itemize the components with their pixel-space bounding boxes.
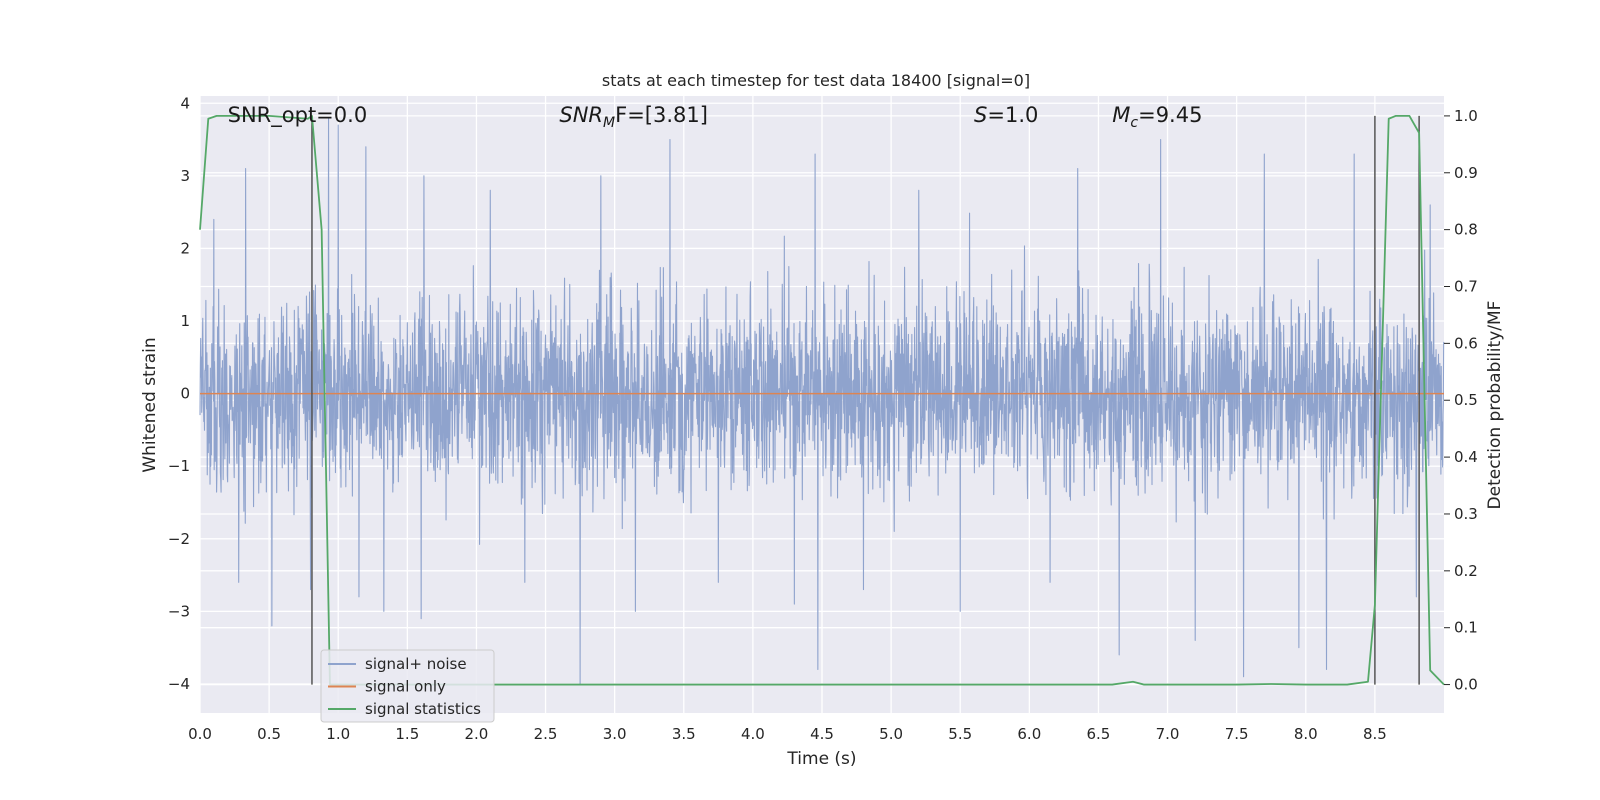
legend-label-2: signal statistics [365, 700, 481, 718]
legend: signal+ noise signal only signal statistic… [320, 649, 495, 723]
y-tick-label-8: −4 [168, 675, 190, 693]
x-axis-label: Time (s) [786, 749, 856, 769]
y2-tick-labels: 1.0 0.9 0.8 0.7 0.6 0.5 0.4 0.3 0.2 0.1 0.0 [1444, 107, 1478, 694]
x-tick-label-13: 6.5 [1087, 725, 1111, 743]
y-tick-label-7: −3 [168, 602, 190, 620]
y2-tick-label-0: 1.0 [1454, 107, 1478, 125]
x-tick-label-4: 2.0 [465, 725, 489, 743]
y-tick-label-3: 1 [180, 312, 190, 330]
y2-axis-label: Detection probability/MF [1485, 301, 1505, 510]
series-signal-statistics [199, 115, 1445, 686]
y2-tick-label-3: 0.7 [1454, 278, 1478, 296]
y-tick-label-4: 0 [180, 385, 190, 403]
y2-tick-label-6: 0.4 [1454, 448, 1478, 466]
legend-label-1: signal only [365, 678, 446, 696]
annotation-1: SNRMF=[3.81] [559, 103, 708, 131]
chart-title: stats at each timestep for test data 184… [602, 71, 1030, 90]
y2-tick-label-8: 0.2 [1454, 562, 1478, 580]
y-axis-label: Whitened strain [140, 337, 160, 472]
x-tick-label-3: 1.5 [395, 725, 419, 743]
x-tick-label-12: 6.0 [1017, 725, 1041, 743]
x-tick-label-16: 8.0 [1294, 725, 1318, 743]
x-tick-label-6: 3.0 [603, 725, 627, 743]
annotation-3: Mc=9.45 [1112, 103, 1202, 131]
y2-tick-label-4: 0.6 [1454, 334, 1478, 352]
annotations: SNR_opt=0.0 SNRMF=[3.81] S=1.0 Mc=9.45 [228, 103, 1203, 131]
annotation-0: SNR_opt=0.0 [228, 103, 368, 128]
x-tick-label-9: 4.5 [810, 725, 834, 743]
x-tick-labels: 0.0 0.5 1.0 1.5 2.0 2.5 3.0 3.5 4.0 4.5 5.0 5.5 6.0 6… [188, 725, 1387, 743]
y-tick-label-0: 4 [180, 94, 190, 112]
y2-tick-label-7: 0.3 [1454, 505, 1478, 523]
legend-box [320, 649, 495, 723]
x-tick-label-17: 8.5 [1363, 725, 1387, 743]
x-tick-label-15: 7.5 [1225, 725, 1249, 743]
y2-tick-label-5: 0.5 [1454, 391, 1478, 409]
statistics-line [199, 115, 1445, 686]
y2-tick-label-9: 0.1 [1454, 619, 1478, 637]
y2-tick-label-10: 0.0 [1454, 676, 1478, 694]
y-tick-label-5: −1 [168, 457, 190, 475]
annotation-2: S=1.0 [974, 103, 1038, 127]
y-tick-label-1: 3 [180, 167, 190, 185]
y-tick-label-6: −2 [168, 530, 190, 548]
x-tick-label-8: 4.0 [741, 725, 765, 743]
x-tick-label-5: 2.5 [534, 725, 558, 743]
y-tick-labels: 4 3 2 1 0 −1 −2 −3 −4 [168, 94, 190, 693]
x-tick-label-14: 7.0 [1156, 725, 1180, 743]
y2-tick-label-2: 0.8 [1454, 221, 1478, 239]
x-tick-label-0: 0.0 [188, 725, 212, 743]
x-tick-label-11: 5.5 [948, 725, 972, 743]
y-tick-label-2: 2 [180, 239, 190, 257]
x-tick-label-7: 3.5 [672, 725, 696, 743]
x-tick-label-10: 5.0 [879, 725, 903, 743]
x-tick-label-1: 0.5 [257, 725, 281, 743]
y2-tick-label-1: 0.9 [1454, 164, 1478, 182]
x-tick-label-2: 1.0 [326, 725, 350, 743]
legend-label-0: signal+ noise [365, 655, 467, 673]
